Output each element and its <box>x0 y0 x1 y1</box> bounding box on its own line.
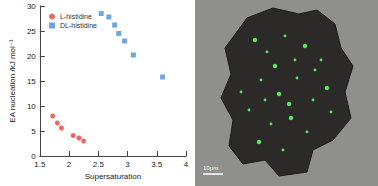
svg-text:25: 25 <box>27 27 36 36</box>
svg-text:10: 10 <box>27 102 36 111</box>
svg-text:2.5: 2.5 <box>93 160 105 169</box>
svg-text:4: 4 <box>184 160 189 169</box>
svg-text:30: 30 <box>27 2 36 11</box>
svg-text:20: 20 <box>27 52 36 61</box>
svg-text:15: 15 <box>27 77 36 86</box>
svg-text:EA nucleation /kJ mol⁻¹: EA nucleation /kJ mol⁻¹ <box>8 39 17 123</box>
svg-text:DL-histidine: DL-histidine <box>60 22 97 29</box>
svg-text:3: 3 <box>125 160 130 169</box>
svg-text:1.5: 1.5 <box>34 160 46 169</box>
svg-text:2: 2 <box>67 160 72 169</box>
svg-text:3.5: 3.5 <box>151 160 163 169</box>
svg-text:10µm: 10µm <box>203 165 218 171</box>
svg-text:Supersaturation: Supersaturation <box>85 172 141 181</box>
svg-text:0: 0 <box>31 151 36 161</box>
svg-text:L-histidine: L-histidine <box>60 13 92 20</box>
svg-text:5: 5 <box>31 127 36 136</box>
